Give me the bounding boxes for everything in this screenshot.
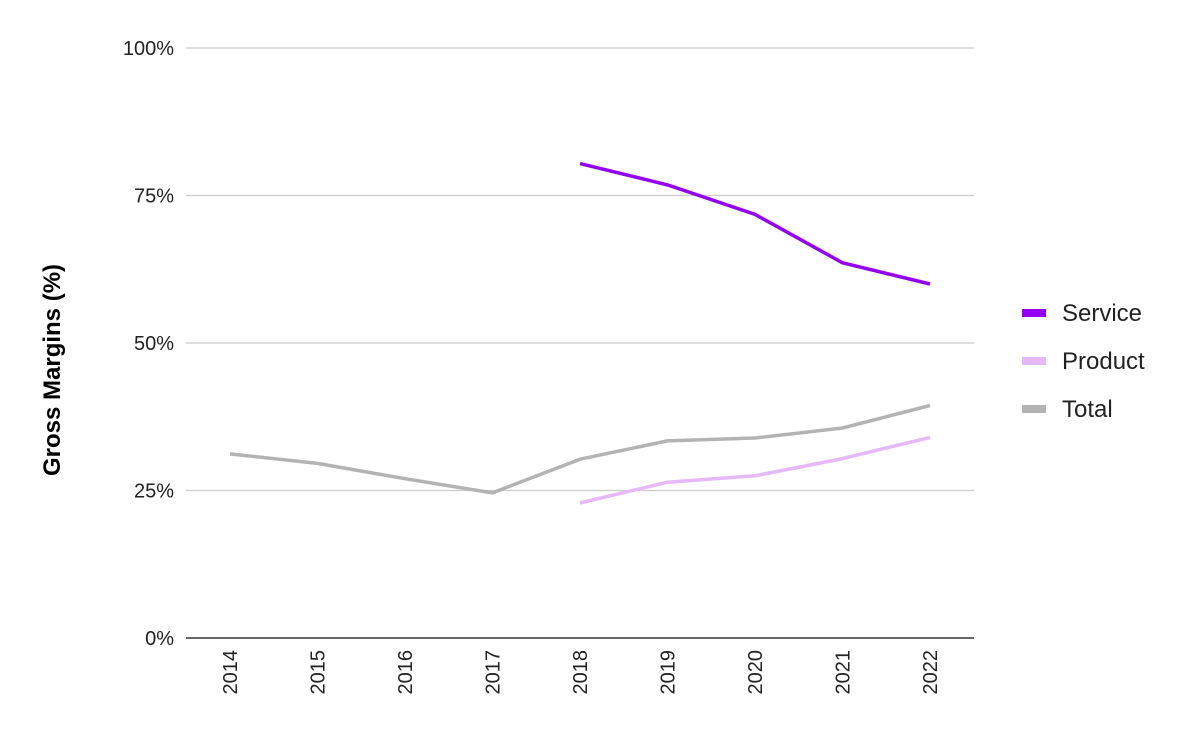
x-axis-tick-labels: 2014 2015 2016 2017 2018 2019 2020 2021 2022 xyxy=(220,650,942,695)
series-lines xyxy=(229,161,931,505)
legend-label-product: Product xyxy=(1062,348,1145,375)
legend-swatch-service xyxy=(1022,309,1046,317)
x-tick-label: 2020 xyxy=(745,650,767,695)
series-line-product xyxy=(579,435,931,505)
x-tick-label: 2021 xyxy=(833,650,855,695)
series-line-service xyxy=(579,161,931,286)
x-tick-label: 2014 xyxy=(220,650,242,695)
gridlines xyxy=(186,47,974,639)
legend: Service Product Total xyxy=(1022,300,1145,423)
x-tick-label: 2016 xyxy=(395,650,417,695)
y-axis-title: Gross Margins (%) xyxy=(39,264,66,476)
y-tick-label: 50% xyxy=(134,333,174,355)
y-tick-label: 75% xyxy=(134,186,174,208)
y-axis-tick-labels: 0% 25% 50% 75% 100% xyxy=(123,38,174,650)
x-tick-label: 2017 xyxy=(483,650,505,695)
y-tick-label: 25% xyxy=(134,481,174,503)
legend-label-service: Service xyxy=(1062,300,1142,327)
x-tick-label: 2022 xyxy=(920,650,942,695)
y-tick-label: 100% xyxy=(123,38,174,60)
x-tick-label: 2019 xyxy=(658,650,680,695)
legend-label-total: Total xyxy=(1062,396,1113,423)
x-tick-label: 2018 xyxy=(570,650,592,695)
series-line-total xyxy=(229,403,931,495)
legend-swatch-product xyxy=(1022,357,1046,365)
legend-swatch-total xyxy=(1022,405,1046,413)
y-tick-label: 0% xyxy=(145,628,174,650)
x-tick-label: 2015 xyxy=(308,650,330,695)
